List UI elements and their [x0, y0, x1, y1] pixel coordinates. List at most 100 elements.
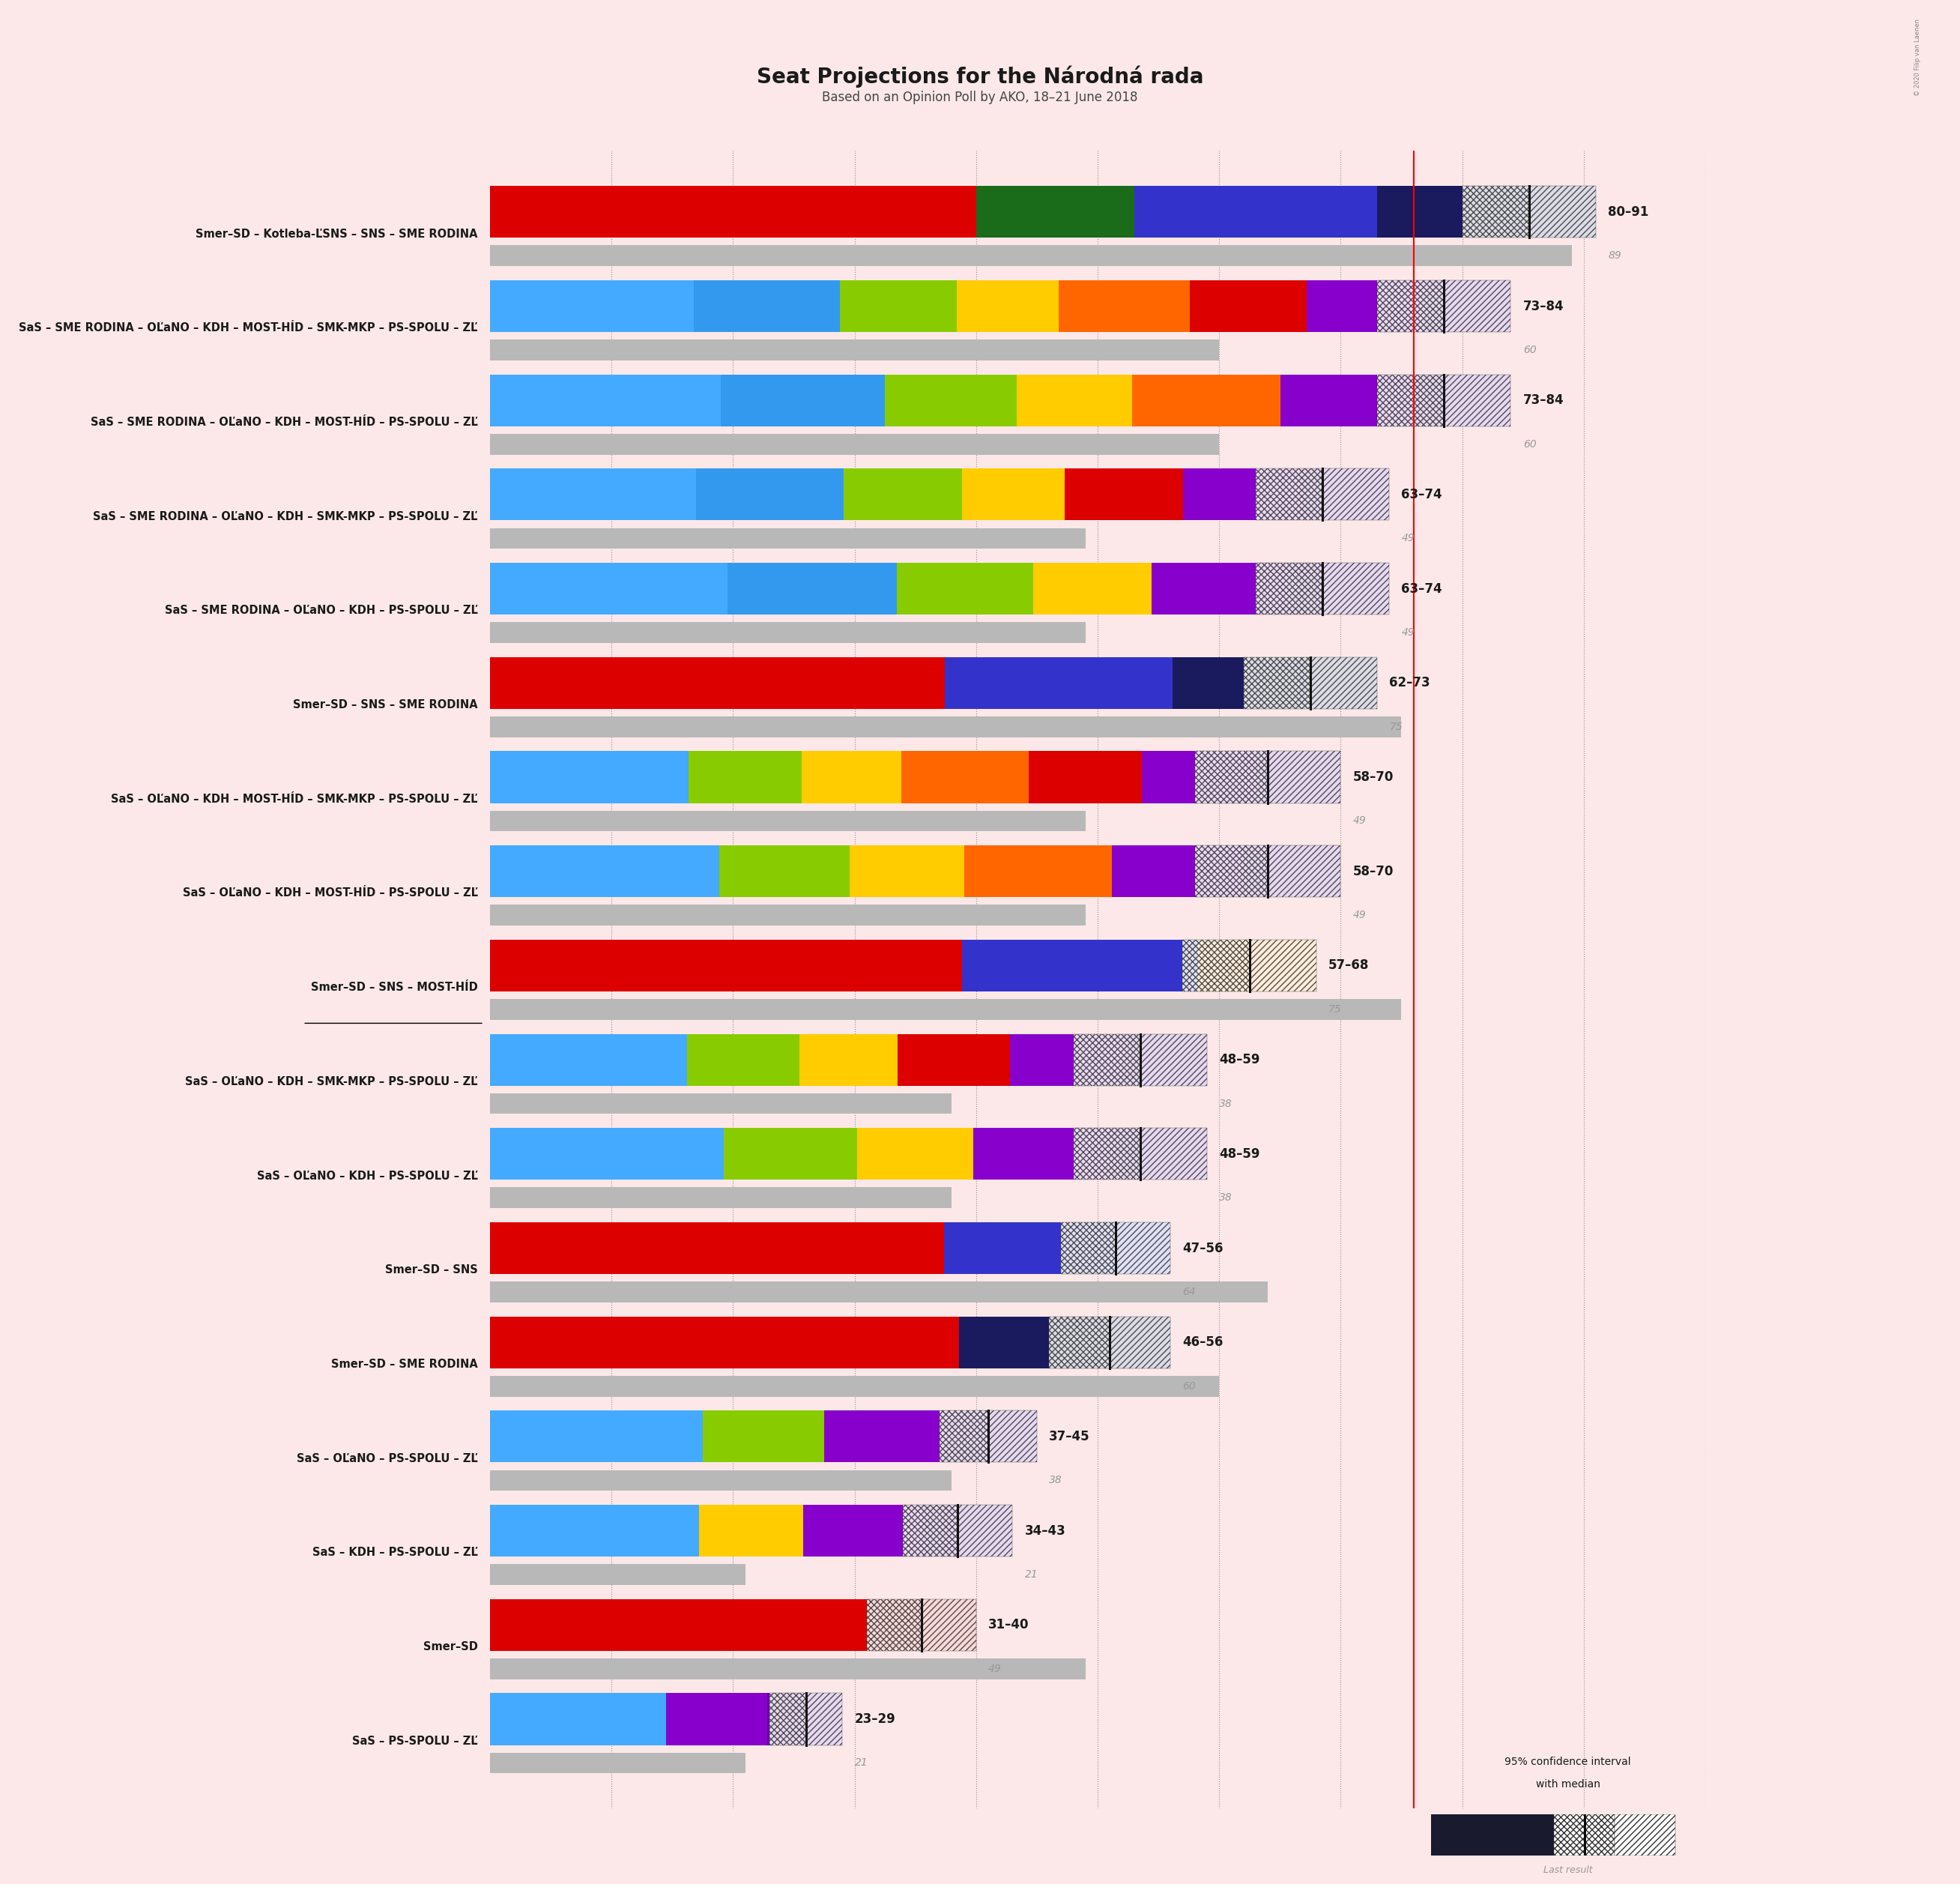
Text: 38: 38	[1049, 1475, 1062, 1486]
Bar	[1033, 563, 1152, 614]
Bar	[1058, 281, 1190, 332]
Bar	[1411, 375, 1511, 426]
Text: 49: 49	[1401, 627, 1415, 639]
Bar	[823, 1411, 947, 1462]
Bar	[727, 563, 898, 614]
Text: SaS – SME RODINA – OĽaNO – KDH – MOST-HÍD – SMK-MKP – PS-SPOLU – ZĽ: SaS – SME RODINA – OĽaNO – KDH – MOST-HÍ…	[20, 322, 478, 333]
Bar	[898, 563, 1033, 614]
Bar	[956, 281, 1058, 332]
Bar	[1060, 1223, 1115, 1274]
Bar	[490, 187, 976, 237]
Text: 48–59: 48–59	[1219, 1147, 1260, 1161]
Bar	[490, 1375, 1219, 1396]
Bar	[1123, 1034, 1207, 1085]
Text: SaS – OĽaNO – PS-SPOLU – ZĽ: SaS – OĽaNO – PS-SPOLU – ZĽ	[296, 1453, 478, 1464]
Bar	[1268, 846, 1341, 897]
Bar	[490, 469, 696, 520]
Text: Smer–SD: Smer–SD	[423, 1641, 478, 1652]
Bar	[1182, 940, 1250, 991]
Bar	[1288, 563, 1390, 614]
Bar	[1250, 940, 1317, 991]
Text: SaS – OĽaNO – KDH – SMK-MKP – PS-SPOLU – ZĽ: SaS – OĽaNO – KDH – SMK-MKP – PS-SPOLU –…	[186, 1076, 478, 1087]
Text: 49: 49	[988, 1664, 1002, 1675]
Bar	[696, 469, 845, 520]
Text: 21: 21	[855, 1758, 868, 1769]
Bar	[666, 1694, 766, 1745]
Text: SaS – SME RODINA – OĽaNO – KDH – PS-SPOLU – ZĽ: SaS – SME RODINA – OĽaNO – KDH – PS-SPOL…	[165, 605, 478, 616]
Bar	[1172, 658, 1378, 708]
Bar	[964, 846, 1111, 897]
Text: 75: 75	[1329, 1004, 1343, 1015]
Bar	[1615, 1814, 1676, 1856]
Bar	[1115, 1223, 1170, 1274]
Text: 89: 89	[1607, 251, 1621, 262]
Bar	[490, 846, 719, 897]
Bar	[923, 1505, 1013, 1556]
Bar	[490, 1317, 958, 1368]
Bar	[962, 469, 1064, 520]
Bar	[1009, 1034, 1123, 1085]
Bar	[1190, 281, 1307, 332]
Bar	[958, 1505, 1013, 1556]
Text: SaS – OĽaNO – KDH – MOST-HÍD – SMK-MKP – PS-SPOLU – ZĽ: SaS – OĽaNO – KDH – MOST-HÍD – SMK-MKP –…	[112, 793, 478, 804]
Bar	[976, 187, 1135, 237]
Bar	[1196, 752, 1268, 803]
Bar	[1049, 1317, 1109, 1368]
Text: © 2020 Filip van Laenen: © 2020 Filip van Laenen	[1915, 19, 1921, 96]
Text: 60: 60	[1182, 1381, 1196, 1392]
Text: SaS – OĽaNO – KDH – PS-SPOLU – ZĽ: SaS – OĽaNO – KDH – PS-SPOLU – ZĽ	[257, 1170, 478, 1181]
Bar	[1268, 752, 1341, 803]
Bar	[490, 940, 962, 991]
Text: 47–56: 47–56	[1182, 1242, 1223, 1255]
Bar	[490, 1658, 1086, 1679]
Text: 57–68: 57–68	[1329, 959, 1370, 972]
Text: 75: 75	[1390, 722, 1403, 733]
Text: 73–84: 73–84	[1523, 300, 1564, 313]
Bar	[939, 1411, 988, 1462]
Bar	[1323, 469, 1390, 520]
Bar	[1378, 375, 1445, 426]
Bar	[490, 752, 688, 803]
Bar	[490, 433, 1219, 454]
Bar	[962, 940, 1198, 991]
Text: 80–91: 80–91	[1607, 205, 1648, 219]
Text: SaS – OĽaNO – KDH – MOST-HÍD – PS-SPOLU – ZĽ: SaS – OĽaNO – KDH – MOST-HÍD – PS-SPOLU …	[182, 887, 478, 899]
Bar	[802, 752, 902, 803]
Bar	[490, 1223, 943, 1274]
Bar	[943, 1223, 1170, 1274]
Bar	[1135, 187, 1378, 237]
Bar	[1196, 846, 1268, 897]
Bar	[490, 1281, 1268, 1302]
Text: 58–70: 58–70	[1352, 771, 1394, 784]
Text: SaS – SME RODINA – OĽaNO – KDH – MOST-HÍD – PS-SPOLU – ZĽ: SaS – SME RODINA – OĽaNO – KDH – MOST-HÍ…	[90, 416, 478, 428]
Text: 49: 49	[1401, 533, 1415, 544]
Text: 23–29: 23–29	[855, 1713, 896, 1726]
Bar	[490, 1600, 976, 1650]
Bar	[1109, 1317, 1170, 1368]
Bar	[490, 1752, 745, 1773]
Bar	[800, 1034, 898, 1085]
Bar	[898, 1034, 1009, 1085]
Text: SaS – SME RODINA – OĽaNO – KDH – SMK-MKP – PS-SPOLU – ZĽ: SaS – SME RODINA – OĽaNO – KDH – SMK-MKP…	[94, 511, 478, 522]
Bar	[688, 752, 802, 803]
Text: Smer–SD – SME RODINA: Smer–SD – SME RODINA	[331, 1358, 478, 1370]
Text: 34–43: 34–43	[1025, 1524, 1066, 1537]
Bar	[1445, 375, 1511, 426]
Bar	[1029, 752, 1143, 803]
Text: 58–70: 58–70	[1352, 865, 1394, 878]
Bar	[921, 1600, 976, 1650]
Bar	[851, 846, 964, 897]
Bar	[700, 1505, 804, 1556]
Bar	[490, 1505, 700, 1556]
Bar	[974, 1129, 1107, 1179]
Text: 49: 49	[1352, 816, 1366, 827]
Bar	[490, 1034, 686, 1085]
Bar	[1309, 658, 1378, 708]
Bar	[490, 375, 721, 426]
Bar	[1378, 281, 1445, 332]
Bar	[1256, 563, 1323, 614]
Bar	[1256, 752, 1341, 803]
Bar	[1554, 1814, 1615, 1856]
Bar	[490, 528, 1086, 548]
Bar	[490, 904, 1086, 925]
